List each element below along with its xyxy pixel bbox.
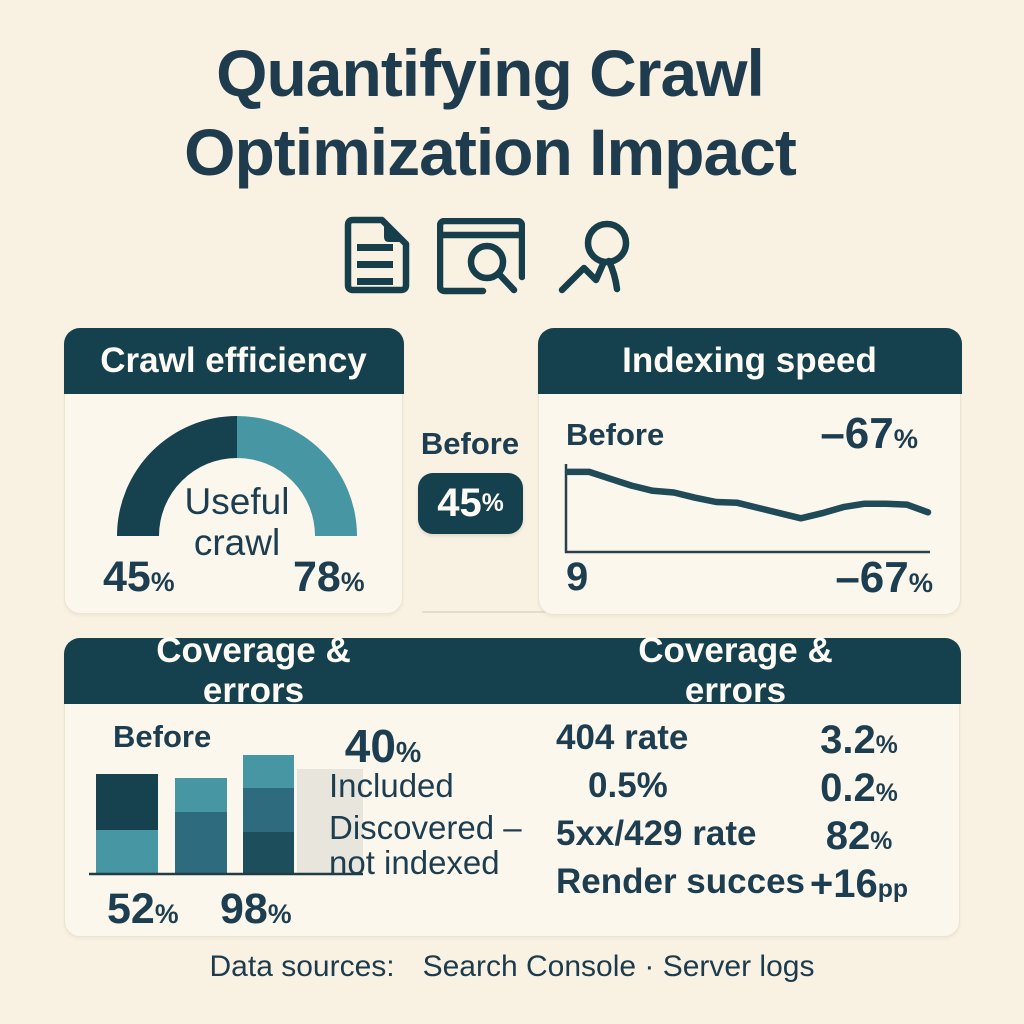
data-sources-label: Data sources: xyxy=(209,950,395,983)
table-row-value-5xx-429: 82% xyxy=(825,814,893,858)
bar-label-98: 98% xyxy=(220,885,292,933)
table-row-value-05: 0.2% xyxy=(820,766,898,810)
gauge-after-arc xyxy=(237,416,357,536)
useful-crawl-gauge xyxy=(117,416,357,536)
legend-discovered: Discovered – not indexed xyxy=(329,809,522,881)
coverage-errors-title-left: Coverage & errors xyxy=(156,630,351,710)
table-row-label-5xx-429: 5xx/429 rate xyxy=(556,814,757,853)
indexing-speed-line xyxy=(564,468,932,522)
legend-percent: 40% xyxy=(344,720,422,772)
page-title: Quantifying Crawl Optimization Impact xyxy=(0,34,980,192)
indexing-speed-chart xyxy=(564,464,932,554)
indexing-before-label: Before xyxy=(566,417,665,452)
chart-axes xyxy=(564,464,930,554)
coverage-errors-title-right: Coverage & errors xyxy=(638,630,833,710)
coverage-errors-header: Coverage & errors Coverage & errors xyxy=(63,631,961,710)
indexing-speed-title: Indexing speed xyxy=(622,340,877,380)
indexing-x-label: 9 xyxy=(566,555,589,599)
gap-divider xyxy=(422,611,558,613)
table-row-label-404-rate: 404 rate xyxy=(556,718,689,757)
page-title-line1: Quantifying Crawl xyxy=(216,36,765,110)
bar-label-52: 52% xyxy=(107,885,179,933)
coverage-errors-panel: Coverage & errors Coverage & errors Befo… xyxy=(63,631,961,937)
before-badge: 45% xyxy=(418,473,523,534)
person-search-icon xyxy=(549,212,633,300)
table-row-value-render-success: +16pp xyxy=(809,862,909,906)
indexing-speed-panel: Indexing speed Before –67% 9 –67% xyxy=(537,327,962,615)
before-badge-label: Before xyxy=(420,426,520,461)
indexing-bottom-delta: –67% xyxy=(835,553,933,602)
crawl-efficiency-panel: Crawl efficiency Useful crawl 45% 78% xyxy=(63,327,404,614)
coverage-before-label: Before xyxy=(113,719,212,754)
page-title-line2: Optimization Impact xyxy=(184,115,797,189)
table-row-label-05: 0.5% xyxy=(588,766,668,805)
legend-background-block xyxy=(297,769,363,874)
table-row-value-404-rate: 3.2% xyxy=(820,718,898,762)
gauge-after-value: 78% xyxy=(293,553,365,601)
coverage-bar-chart xyxy=(89,755,363,876)
gauge-before-value: 45% xyxy=(103,553,175,601)
gauge-before-arc xyxy=(117,416,237,536)
document-icon xyxy=(344,216,410,294)
table-row-label-render-success: Render succes xyxy=(556,862,806,901)
data-sources-list: Search Console · Server logs xyxy=(422,950,815,983)
data-sources: Data sources: Search Console · Server lo… xyxy=(0,950,1024,984)
coverage-bars xyxy=(96,755,294,874)
indexing-speed-header: Indexing speed xyxy=(537,327,962,394)
gauge-center-label: Useful crawl xyxy=(184,481,290,563)
crawl-efficiency-title: Crawl efficiency xyxy=(100,340,367,380)
legend-included: Included xyxy=(329,767,454,804)
browser-search-icon xyxy=(437,218,525,296)
crawl-efficiency-header: Crawl efficiency xyxy=(63,327,404,394)
indexing-top-delta: –67% xyxy=(820,409,918,458)
